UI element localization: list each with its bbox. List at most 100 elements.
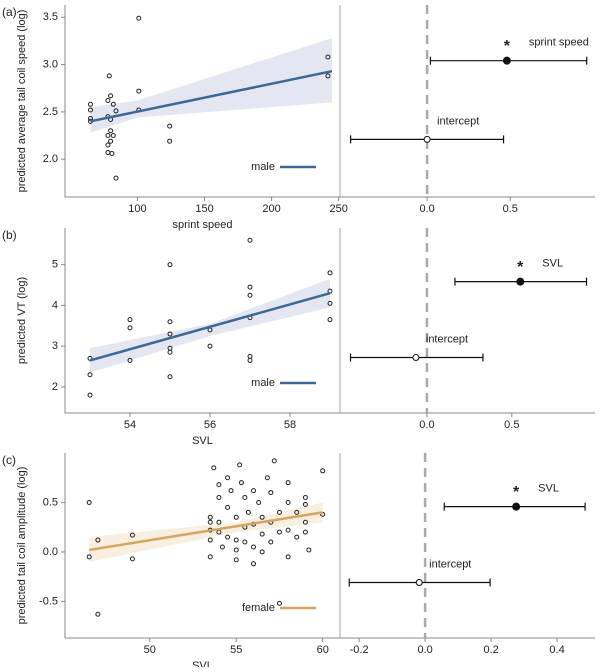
x-axis-label: sprint speed (173, 219, 233, 231)
data-point (87, 392, 93, 398)
data-point (285, 499, 291, 505)
term-label: intercept (437, 115, 479, 127)
data-point (327, 300, 333, 306)
x-axis-label: SVL (192, 660, 213, 667)
data-point (247, 353, 253, 359)
data-point (259, 531, 265, 537)
legend-label: male (251, 377, 275, 389)
term-label: intercept (429, 558, 471, 570)
data-point (207, 554, 213, 560)
data-point (285, 554, 291, 560)
term-label: SVL (538, 483, 559, 495)
data-point (320, 511, 326, 517)
y-axis-label: predicted VT (log) (16, 277, 28, 364)
x-tick-label: 60 (317, 644, 329, 656)
estimate-point (423, 135, 431, 143)
data-point (216, 482, 222, 488)
estimate-point (415, 579, 423, 586)
data-point (136, 88, 142, 94)
data-point (225, 504, 231, 510)
y-tick-label: 2 (52, 381, 58, 393)
panel-label: (a) (2, 5, 17, 19)
data-point (302, 529, 308, 535)
data-point (245, 509, 251, 515)
fit-line (89, 511, 323, 552)
x-tick-label: 0.0 (419, 203, 434, 215)
data-point (87, 372, 93, 378)
data-point (207, 519, 213, 525)
data-point (238, 480, 244, 486)
data-point (105, 150, 111, 156)
data-point (136, 15, 142, 21)
data-point (247, 237, 253, 243)
data-point (251, 488, 257, 494)
data-point (325, 73, 331, 79)
data-point (276, 509, 282, 515)
data-point (110, 133, 116, 139)
x-tick-label: -0.2 (350, 644, 369, 656)
data-point (167, 374, 173, 380)
y-tick-label: 2.0 (43, 153, 58, 165)
x-tick-label: 58 (284, 419, 296, 431)
data-point (167, 349, 173, 355)
data-point (251, 561, 257, 567)
data-point (233, 557, 239, 563)
data-point (264, 475, 270, 481)
confidence-band (90, 38, 332, 133)
data-point (167, 319, 173, 325)
significance-mark: * (513, 484, 520, 501)
data-point (327, 317, 333, 323)
x-tick-label: 100 (128, 203, 146, 215)
data-point (247, 292, 253, 298)
data-point (216, 519, 222, 525)
term-label: SVL (542, 258, 563, 270)
data-point (256, 499, 262, 505)
fit-line (90, 69, 333, 123)
x-tick-label: 0.0 (417, 644, 432, 656)
x-tick-label: 56 (204, 419, 216, 431)
fit-line (89, 291, 331, 362)
x-tick-label: 0.5 (503, 203, 518, 215)
data-point (268, 490, 274, 496)
x-tick-label: 0.2 (483, 644, 498, 656)
y-axis-label: predicted tail coil amplitude (log) (16, 467, 28, 625)
panel-label: (c) (2, 453, 16, 467)
data-point (302, 519, 308, 525)
data-point (233, 547, 239, 553)
data-point (242, 495, 248, 501)
data-point (259, 514, 265, 520)
x-tick-label: 200 (262, 203, 280, 215)
x-tick-label: 250 (329, 203, 347, 215)
data-point (105, 133, 111, 139)
data-point (105, 98, 111, 104)
data-point (327, 270, 333, 276)
estimate-point (512, 502, 521, 511)
data-point (127, 357, 133, 363)
x-axis-label: SVL (192, 435, 213, 447)
data-point (271, 458, 277, 464)
data-point (276, 529, 282, 535)
data-point (167, 123, 173, 129)
data-point (113, 108, 119, 114)
data-point (294, 509, 300, 515)
data-point (113, 175, 119, 181)
x-tick-label: 0.0 (419, 419, 434, 431)
significance-mark: * (517, 259, 524, 276)
data-point (320, 468, 326, 474)
data-point (108, 93, 114, 99)
y-tick-label: 2.5 (43, 106, 58, 118)
data-point (129, 556, 135, 562)
y-tick-label: 0.0 (43, 546, 58, 558)
y-tick-label: 4 (52, 299, 58, 311)
x-tick-label: 150 (195, 203, 213, 215)
data-point (327, 288, 333, 294)
data-point (237, 462, 243, 468)
data-point (86, 554, 92, 560)
data-point (247, 357, 253, 363)
data-point (129, 532, 135, 538)
term-label: sprint speed (529, 37, 589, 49)
data-point (110, 101, 116, 107)
x-tick-label: 54 (124, 419, 136, 431)
data-point (216, 495, 222, 501)
data-point (207, 537, 213, 543)
